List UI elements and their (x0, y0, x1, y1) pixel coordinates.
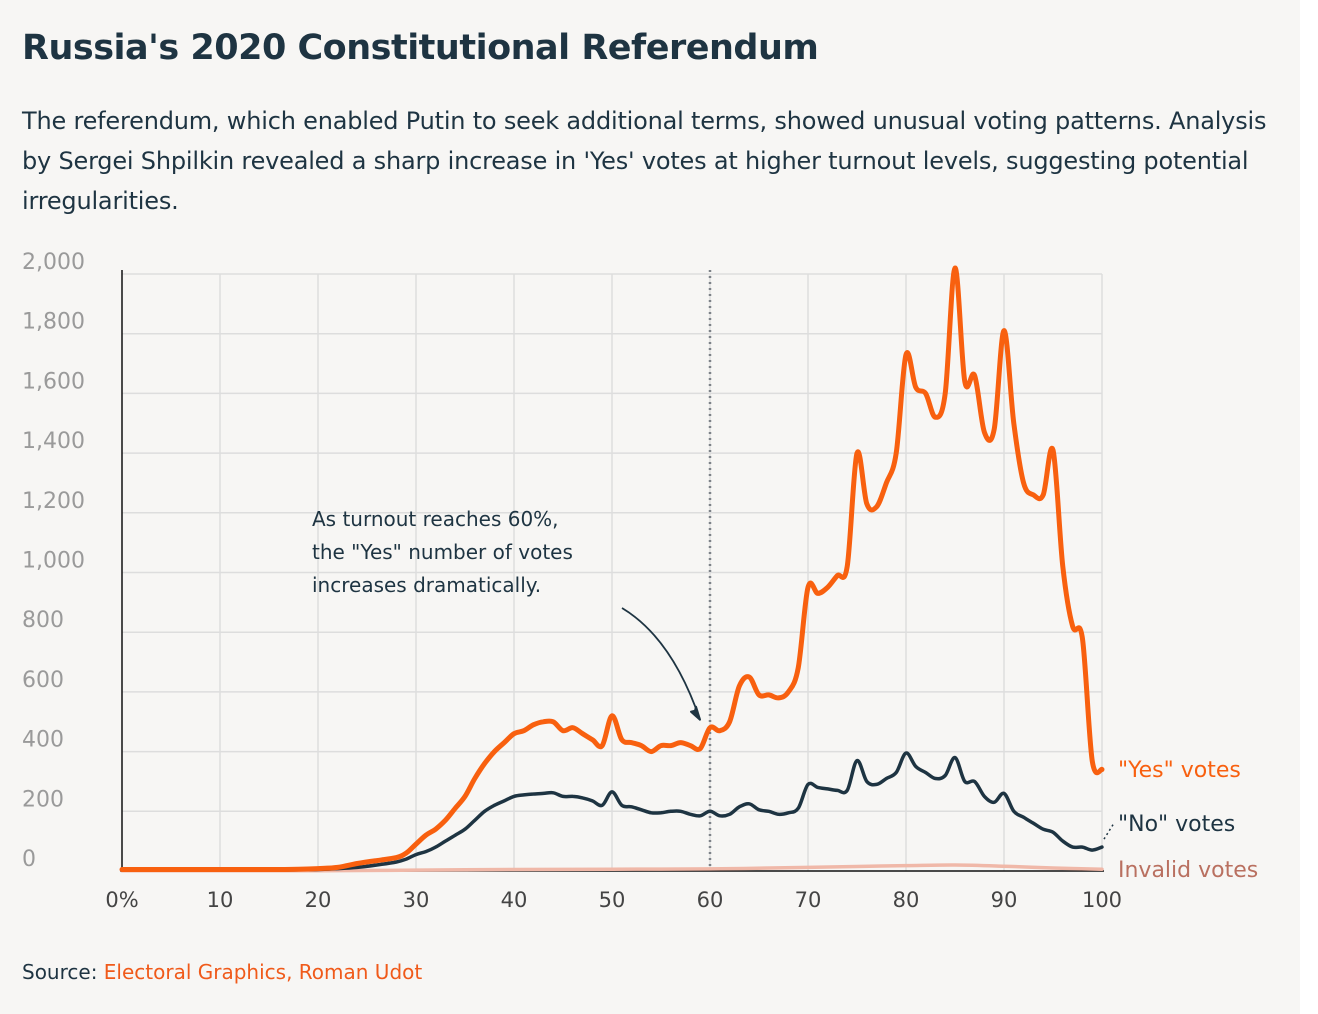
annotation-line-1: As turnout reaches 60%, (312, 507, 559, 531)
x-tick-label-60: 60 (697, 888, 724, 912)
yes-votes-line (119, 265, 1105, 873)
y-tick-label-800: 800 (22, 608, 64, 633)
x-tick-label-40: 40 (501, 888, 528, 912)
x-tick-label-50: 50 (599, 888, 626, 912)
series-lines (119, 265, 1115, 873)
source-line: Source: Electoral Graphics, Roman Udot (22, 960, 422, 984)
x-tick-label-90: 90 (991, 888, 1018, 912)
x-tick-label-0: 0% (105, 888, 138, 912)
x-tick-label-100: 100 (1082, 888, 1122, 912)
annotation-arrow (621, 607, 701, 721)
y-tick-label-1200: 1,200 (22, 489, 85, 514)
y-tick-label-2000: 2,000 (22, 250, 85, 275)
chart-title: Russia's 2020 Constitutional Referendum (22, 28, 819, 68)
y-tick-label-1000: 1,000 (22, 549, 85, 574)
x-tick-label-80: 80 (893, 888, 920, 912)
annotation-arrowhead (690, 705, 701, 721)
y-tick-label-400: 400 (22, 728, 64, 753)
y-tick-label-1400: 1,400 (22, 429, 85, 454)
annotation-line-2: the "Yes" number of votes (312, 540, 573, 564)
grid-lines (122, 273, 1103, 871)
series-label-no: "No" votes (1118, 812, 1235, 837)
annotation-line-3: increases dramatically. (312, 573, 541, 597)
line-chart: 0 200 400 600 800 1,000 1,200 1,400 1,600 1,800 2,… (22, 250, 1258, 912)
y-tick-label-600: 600 (22, 668, 64, 693)
axes: 0 200 400 600 800 1,000 1,200 1,400 1,600 1,800 2,… (22, 250, 1122, 912)
x-tick-label-20: 20 (305, 888, 332, 912)
chart-subtitle: The referendum, which enabled Putin to s… (22, 107, 1267, 215)
y-tick-label-200: 200 (22, 787, 64, 812)
x-tick-label-10: 10 (207, 888, 234, 912)
no-votes-label-leader (1103, 822, 1115, 840)
x-tick-label-30: 30 (403, 888, 430, 912)
source-link[interactable]: Electoral Graphics, Roman Udot (103, 960, 423, 984)
series-label-yes: "Yes" votes (1118, 758, 1241, 783)
y-tick-label-0: 0 (22, 847, 36, 872)
source-label: Source: (22, 960, 98, 984)
series-label-invalid: Invalid votes (1118, 858, 1258, 883)
annotation: As turnout reaches 60%, the "Yes" number… (312, 507, 701, 721)
invalid-votes-line (120, 863, 1104, 873)
series-labels: "Yes" votes "No" votes Invalid votes (1118, 758, 1258, 883)
y-tick-label-1600: 1,600 (22, 369, 85, 394)
no-votes-line (120, 751, 1104, 872)
x-tick-label-70: 70 (795, 888, 822, 912)
y-tick-label-1800: 1,800 (22, 310, 85, 335)
